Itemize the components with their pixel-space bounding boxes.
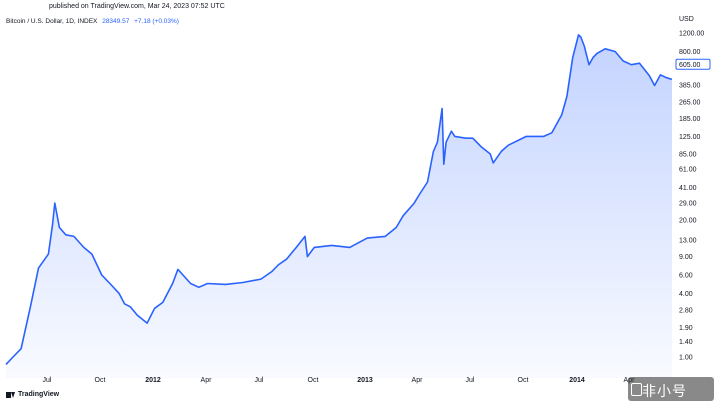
y-tick-label-14: 4.00 (679, 291, 693, 298)
y-axis[interactable]: USD 1200.00 800.00 385.00 265.00 185.00 125.0… (679, 16, 704, 362)
x-tick-label-2: 2012 (145, 377, 161, 384)
y-tick-label-5: 125.00 (679, 134, 701, 141)
series-area (6, 34, 672, 379)
x-tick-label-8: Jul (466, 377, 475, 384)
watermark-logo-icon (631, 383, 642, 396)
y-tick-label-17: 1.40 (679, 339, 693, 346)
x-tick-label-0: Jul (43, 377, 52, 384)
legend-change: +7.18 (+0.03%) (134, 18, 179, 25)
currency-label: USD (679, 16, 694, 23)
x-tick-label-4: Jul (255, 377, 264, 384)
x-axis[interactable]: JulOct2012AprJulOct2013AprJulOct2014Apr (43, 377, 636, 384)
symbol-legend: Bitcoin / U.S. Dollar, 1D, INDEX 28349.5… (6, 18, 179, 25)
watermark-text: 非小号 (642, 383, 687, 399)
legend-price: 28349.57 (102, 18, 130, 25)
symbol-title: Bitcoin / U.S. Dollar, 1D, INDEX (6, 18, 98, 25)
last-price-tag-label: 605.00 (679, 62, 701, 69)
area-fill-layer (6, 34, 672, 379)
y-tick-label-0: 1200.00 (679, 31, 704, 38)
x-tick-label-6: 2013 (357, 377, 373, 384)
price-line-layer (5, 34, 673, 365)
tradingview-brand[interactable]: TradingView (6, 391, 59, 398)
y-tick-label-2: 385.00 (679, 82, 701, 89)
y-tick-label-6: 85.00 (679, 151, 697, 158)
watermark: 非小号 (628, 377, 714, 401)
brand-name: TradingView (18, 391, 60, 398)
last-price-tag-box (675, 58, 711, 70)
y-tick-label-16: 1.90 (679, 325, 693, 332)
y-tick-label-12: 9.00 (679, 254, 693, 261)
y-tick-label-15: 2.80 (679, 307, 693, 314)
x-tick-label-1: Oct (95, 377, 106, 384)
y-tick-label-10: 20.00 (679, 218, 697, 225)
y-tick-label-7: 61.00 (679, 167, 697, 174)
x-tick-label-5: Oct (308, 377, 319, 384)
y-tick-label-9: 29.00 (679, 201, 697, 208)
series-line (5, 34, 673, 365)
y-tick-label-4: 185.00 (679, 116, 701, 123)
y-tick-label-11: 13.00 (679, 237, 697, 244)
last-price-tag: 605.00 (675, 58, 711, 70)
y-tick-label-1: 800.00 (679, 49, 701, 56)
x-tick-label-3: Apr (201, 377, 213, 384)
x-tick-label-9: Oct (518, 377, 529, 384)
y-tick-label-18: 1.00 (679, 355, 693, 362)
y-tick-label-8: 41.00 (679, 185, 697, 192)
x-tick-label-10: 2014 (569, 377, 585, 384)
tradingview-logo-icon (6, 391, 15, 398)
x-tick-label-7: Apr (412, 377, 424, 384)
y-tick-label-13: 6.00 (679, 273, 693, 280)
y-tick-label-3: 265.00 (679, 100, 701, 107)
published-note: published on TradingView.com, Mar 24, 20… (49, 3, 225, 10)
